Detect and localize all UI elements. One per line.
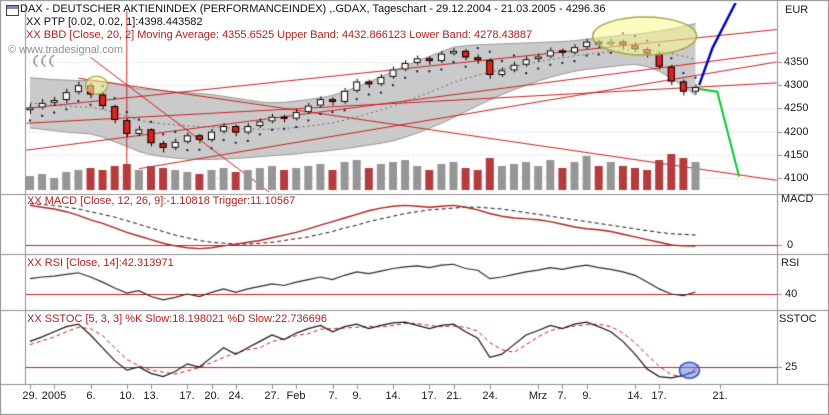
- chart-window-icon: [6, 5, 19, 16]
- rsi-axis-title: RSI: [781, 257, 800, 269]
- x-tick: 17.: [651, 390, 667, 402]
- x-tick: 13.: [143, 390, 159, 402]
- sstoc-indicator-label[interactable]: XX SSTOC [5, 3, 3] %K Slow:18.198021 %D …: [27, 313, 328, 325]
- x-tick: 24.: [482, 390, 498, 402]
- sstoc-axis-title: SSTOC: [779, 313, 817, 325]
- x-tick: 9.: [582, 390, 592, 402]
- rsi-indicator-label[interactable]: XX RSI [Close, 14]:42.313971: [27, 257, 174, 269]
- sstoc-level-tick: 25: [785, 361, 798, 373]
- x-tick: 21.: [712, 390, 728, 402]
- price-tick-4300: 4300: [784, 79, 809, 91]
- x-tick: 9.: [352, 390, 362, 402]
- price-tick-4100: 4100: [784, 172, 809, 184]
- x-tick: 14.: [385, 390, 401, 402]
- x-tick: 17.: [179, 390, 195, 402]
- macd-zero-tick: 0: [787, 239, 794, 251]
- x-tick: 7.: [557, 390, 567, 402]
- x-tick: 17.: [421, 390, 437, 402]
- x-tick: 21.: [446, 390, 462, 402]
- x-tick: 20.: [204, 390, 220, 402]
- x-tick: 6.: [86, 390, 96, 402]
- x-tick: 2005: [41, 390, 67, 402]
- rsi-level-tick: 40: [785, 288, 798, 300]
- x-tick: 10.: [119, 390, 135, 402]
- price-tick-4250: 4250: [784, 102, 809, 114]
- x-tick: 27.: [264, 390, 280, 402]
- ptp-indicator-label[interactable]: XX PTP [0.02, 0.02, 1]:4398.443582: [26, 16, 203, 28]
- bbd-indicator-label[interactable]: XX BBD [Close, 20, 2] Moving Average: 43…: [26, 29, 533, 41]
- macd-indicator-label[interactable]: XX MACD [Close, 12, 26, 9]:-1.10818 Trig…: [27, 195, 296, 207]
- price-tick-4200: 4200: [784, 126, 809, 138]
- price-tick-4350: 4350: [784, 56, 809, 68]
- x-tick: Mrz: [528, 390, 548, 402]
- x-tick: 7.: [328, 390, 338, 402]
- x-tick: 24.: [228, 390, 244, 402]
- currency-label: EUR: [785, 4, 809, 16]
- price-tick-4150: 4150: [784, 149, 809, 161]
- watermark: © www.tradesignal.com: [8, 44, 124, 56]
- x-tick: 14.: [627, 390, 643, 402]
- chart-title: DAX - DEUTSCHER AKTIENINDEX (PERFORMANCE…: [20, 3, 606, 15]
- x-tick: 29.: [22, 390, 38, 402]
- macd-axis-title: MACD: [781, 193, 814, 205]
- x-tick: Feb: [286, 390, 306, 402]
